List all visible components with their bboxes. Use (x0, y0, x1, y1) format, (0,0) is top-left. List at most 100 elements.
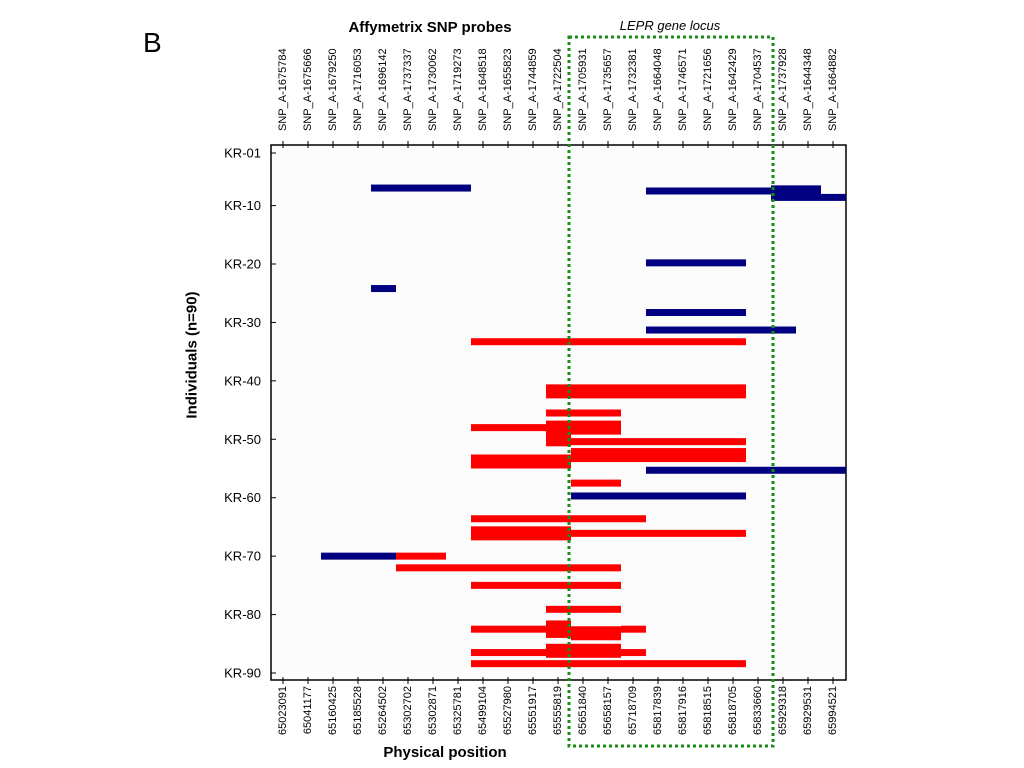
panel-label: B (143, 27, 162, 58)
probe-label: SNP_A-1746571 (677, 48, 689, 131)
position-label: 65185528 (352, 686, 364, 735)
probe-label: SNP_A-1705931 (577, 48, 589, 131)
haplotype-segment-blue (371, 285, 396, 293)
probe-label: SNP_A-1722504 (552, 48, 564, 131)
haplotype-segment-blue (646, 326, 796, 334)
haplotype-segment-red (621, 625, 646, 633)
haplotype-segment-blue (771, 193, 846, 201)
haplotype-segment-blue (646, 187, 771, 195)
probe-label: SNP_A-1732381 (627, 48, 639, 131)
haplotype-segment-blue (571, 492, 746, 500)
probe-label: SNP_A-1696142 (377, 48, 389, 131)
haplotype-segment-blue (371, 184, 471, 192)
y-tick-label: KR-50 (224, 432, 261, 447)
haplotype-segment-blue (646, 259, 746, 267)
haplotype-segment-red (546, 605, 621, 613)
probe-label: SNP_A-1744859 (527, 48, 539, 131)
position-label: 65555819 (552, 686, 564, 735)
position-label: 65817916 (677, 686, 689, 735)
haplotype-segment-red (571, 448, 746, 463)
probe-label: SNP_A-1675666 (302, 48, 314, 131)
probe-label: SNP_A-1679250 (327, 48, 339, 131)
haplotype-segment-red (546, 432, 571, 447)
haplotype-segment-red (471, 515, 646, 523)
haplotype-segment-blue (646, 309, 746, 317)
probe-label: SNP_A-1655823 (502, 48, 514, 131)
haplotype-segment-red (546, 409, 621, 417)
probe-labels-group: SNP_A-1675784 SNP_A-1675666 SNP_A-1679250 S… (277, 48, 839, 148)
y-tick-label: KR-80 (224, 607, 261, 622)
haplotype-segment-blue (771, 185, 821, 197)
haplotype-segment-red (546, 420, 621, 435)
probe-label: SNP_A-1737928 (777, 48, 789, 131)
haplotype-segment-red (571, 626, 621, 641)
chart-title: Affymetrix SNP probes (348, 19, 512, 36)
haplotype-segment-red (571, 438, 746, 446)
position-label: 65302871 (427, 686, 439, 735)
haplotype-segment-red (571, 529, 746, 537)
position-label: 65160425 (327, 686, 339, 735)
position-label: 65499104 (477, 686, 489, 735)
position-label: 65325781 (452, 686, 464, 735)
probe-label: SNP_A-1704537 (752, 48, 764, 131)
haplotype-segment-red (471, 660, 746, 668)
y-tick-labels-group: KR-01 KR-10 KR-20 KR-30 KR-40 KR-50 KR-60 KR-70… (224, 146, 276, 681)
haplotype-segment-blue (321, 552, 396, 560)
haplotype-segment-red (571, 479, 621, 487)
haplotype-segment-red (471, 625, 546, 633)
position-label: 65818705 (727, 686, 739, 735)
position-label: 65264502 (377, 686, 389, 735)
position-label: 65527980 (502, 686, 514, 735)
y-tick-label: KR-60 (224, 490, 261, 505)
haplotype-segment-red (471, 454, 571, 469)
position-label: 65551917 (527, 686, 539, 735)
segments-group (321, 184, 846, 668)
position-label: 65658157 (602, 686, 614, 735)
haplotype-segment-red (471, 581, 621, 589)
haplotype-segment-blue (646, 466, 846, 474)
y-tick-label: KR-20 (224, 257, 261, 272)
haplotype-segment-red (396, 564, 621, 572)
position-label: 65817839 (652, 686, 664, 735)
position-label: 65651840 (577, 686, 589, 735)
x-axis-label: Physical position (383, 744, 507, 761)
probe-label: SNP_A-1716053 (352, 48, 364, 131)
haplotype-segment-red (471, 526, 571, 541)
position-label: 65994521 (827, 686, 839, 735)
haplotype-segment-red (396, 552, 446, 560)
probe-label: SNP_A-1737337 (402, 48, 414, 131)
haplotype-segment-red (546, 384, 746, 399)
haplotype-segment-red (471, 649, 546, 657)
y-tick-label: KR-30 (224, 315, 261, 330)
position-label: 65833660 (752, 686, 764, 735)
probe-label: SNP_A-1735657 (602, 48, 614, 131)
probe-label: SNP_A-1648518 (477, 48, 489, 131)
probe-label: SNP_A-1719273 (452, 48, 464, 131)
probe-label: SNP_A-1721656 (702, 48, 714, 131)
y-tick-label: KR-40 (224, 373, 261, 388)
lepr-locus-box (567, 35, 775, 748)
probe-label: SNP_A-1644348 (802, 48, 814, 131)
y-tick-label: KR-10 (224, 198, 261, 213)
probe-label: SNP_A-1664048 (652, 48, 664, 131)
haplotype-segment-red (471, 424, 546, 432)
haplotype-segment-red (546, 620, 571, 638)
haplotype-segment-red (471, 338, 746, 346)
haplotype-segment-red (546, 643, 621, 658)
position-label: 65023091 (277, 686, 289, 735)
position-label: 65818515 (702, 686, 714, 735)
position-label: 65929318 (777, 686, 789, 735)
probe-label: SNP_A-1642429 (727, 48, 739, 131)
position-label: 65041177 (302, 686, 314, 734)
y-tick-label: KR-70 (224, 549, 261, 564)
position-label: 65929531 (802, 686, 814, 735)
position-labels-group: 65023091 65041177 65160425 65185528 65264502… (277, 677, 839, 735)
y-tick-label: KR-01 (224, 146, 261, 161)
probe-label: SNP_A-1675784 (277, 48, 289, 131)
y-tick-label: KR-90 (224, 666, 261, 681)
haplotype-segment-red (621, 649, 646, 657)
probe-label: SNP_A-1730062 (427, 48, 439, 131)
position-label: 65718709 (627, 686, 639, 735)
probe-label: SNP_A-1664882 (827, 48, 839, 131)
